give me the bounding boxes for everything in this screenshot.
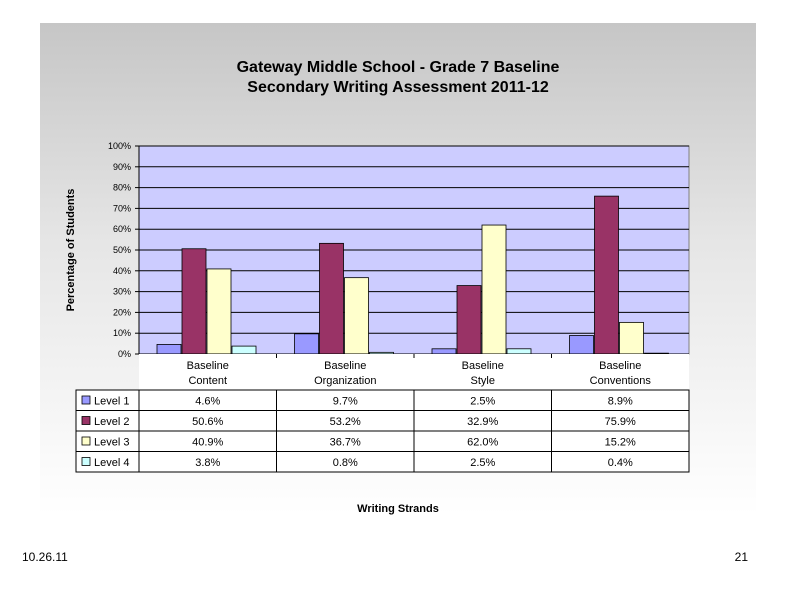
legend-label: Level 4: [94, 457, 129, 469]
category-label: Baseline: [462, 360, 504, 372]
table-cell: 15.2%: [605, 437, 636, 449]
y-tick-label: 50%: [113, 245, 131, 255]
bar-level-3: [481, 224, 507, 355]
category-label: Conventions: [590, 375, 652, 387]
x-axis-label: Writing Strands: [357, 503, 439, 515]
bar-level-1: [431, 348, 457, 355]
bar-level-2: [594, 195, 619, 355]
legend-swatch: [81, 457, 91, 466]
y-tick-label: 30%: [113, 287, 131, 297]
table-cell: 0.4%: [608, 457, 633, 469]
bar-level-3: [206, 268, 232, 355]
category-header-bg: [139, 354, 689, 390]
table-cell: 8.9%: [608, 396, 633, 408]
bar-level-3: [619, 321, 644, 355]
category-label: Organization: [314, 375, 376, 387]
table-cell: 40.9%: [192, 437, 223, 449]
y-tick-label: 40%: [113, 266, 131, 276]
table-cell: 32.9%: [467, 416, 498, 428]
legend-label: Level 1: [94, 396, 129, 408]
chart-title-line-2: Secondary Writing Assessment 2011-12: [247, 79, 549, 96]
legend-label: Level 3: [94, 437, 129, 449]
slide-page-number: 21: [734, 550, 748, 564]
slide-date: 10.26.11: [22, 550, 68, 564]
category-label: Baseline: [599, 360, 641, 372]
table-cell: 50.6%: [192, 416, 223, 428]
legend-swatch: [81, 416, 91, 425]
bar-level-2: [456, 285, 482, 355]
table-cell: 2.5%: [470, 396, 495, 408]
y-tick-label: 60%: [113, 224, 131, 234]
legend-swatch: [81, 395, 91, 405]
table-cell: 53.2%: [330, 416, 361, 428]
y-axis-label: Percentage of Students: [65, 188, 77, 312]
bar-level-3: [344, 277, 369, 355]
y-tick-label: 90%: [113, 162, 131, 172]
legend-label: Level 2: [94, 416, 129, 428]
chart-title: Gateway Middle School - Grade 7 Baseline…: [40, 58, 756, 98]
bar-level-4: [506, 348, 532, 355]
table-cell: 36.7%: [330, 437, 361, 449]
table-cell: 9.7%: [333, 396, 358, 408]
category-label: Style: [471, 375, 495, 387]
y-tick-label: 70%: [113, 203, 131, 213]
table-cell: 62.0%: [467, 437, 498, 449]
bar-level-1: [569, 335, 594, 355]
y-tick-label: 20%: [113, 307, 131, 317]
chart-title-line-1: Gateway Middle School - Grade 7 Baseline: [236, 59, 560, 76]
bar-level-1: [156, 344, 182, 355]
table-cell: 75.9%: [605, 416, 636, 428]
y-tick-label: 0%: [118, 349, 131, 359]
bar-level-1: [294, 333, 319, 355]
bar-level-2: [181, 248, 207, 355]
bar-level-2: [319, 242, 344, 355]
category-label: Content: [188, 375, 227, 387]
table-cell: 4.6%: [195, 396, 220, 408]
bar-level-4: [231, 345, 257, 355]
legend-swatch: [81, 436, 91, 446]
table-cell: 0.8%: [333, 457, 358, 469]
category-label: Baseline: [187, 360, 229, 372]
y-tick-label: 10%: [113, 328, 131, 338]
table-cell: 2.5%: [470, 457, 495, 469]
y-tick-label: 80%: [113, 183, 131, 193]
table-cell: 3.8%: [195, 457, 220, 469]
y-tick-label: 100%: [108, 141, 131, 151]
category-label: Baseline: [324, 360, 366, 372]
